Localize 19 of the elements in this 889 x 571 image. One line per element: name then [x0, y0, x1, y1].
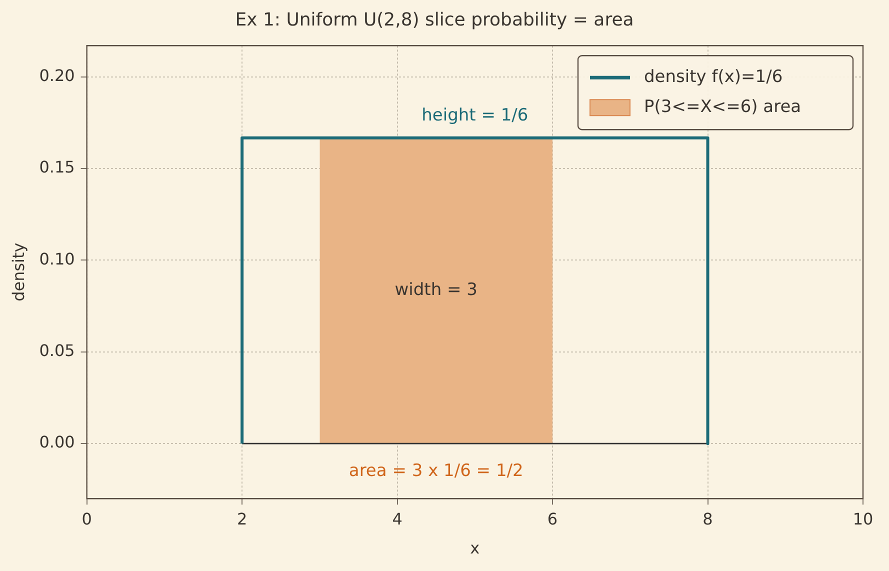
y-tick-label: 0.00 — [39, 432, 75, 452]
x-tick-label: 10 — [852, 509, 874, 528]
annotation: area = 3 x 1/6 = 1/2 — [348, 461, 524, 481]
y-tick-label: 0.15 — [39, 158, 75, 177]
x-tick-label: 0 — [82, 509, 92, 528]
legend-label: density f(x)=1/6 — [644, 67, 783, 88]
chart-title: Ex 1: Uniform U(2,8) slice probability = area — [235, 9, 634, 30]
y-tick-label: 0.05 — [39, 341, 75, 360]
y-axis-title: density — [8, 242, 28, 302]
legend-label: P(3<=X<=6) area — [644, 97, 802, 118]
x-tick-label: 2 — [236, 509, 248, 528]
y-tick-label: 0.10 — [39, 249, 75, 268]
annotation: height = 1/6 — [422, 105, 528, 126]
x-tick-label: 8 — [702, 509, 713, 528]
x-axis-title: x — [470, 538, 480, 558]
x-tick-label: 6 — [547, 509, 558, 528]
y-tick-label: 0.20 — [39, 66, 75, 85]
x-tick-label: 4 — [392, 509, 402, 528]
annotation: width = 3 — [394, 280, 478, 300]
